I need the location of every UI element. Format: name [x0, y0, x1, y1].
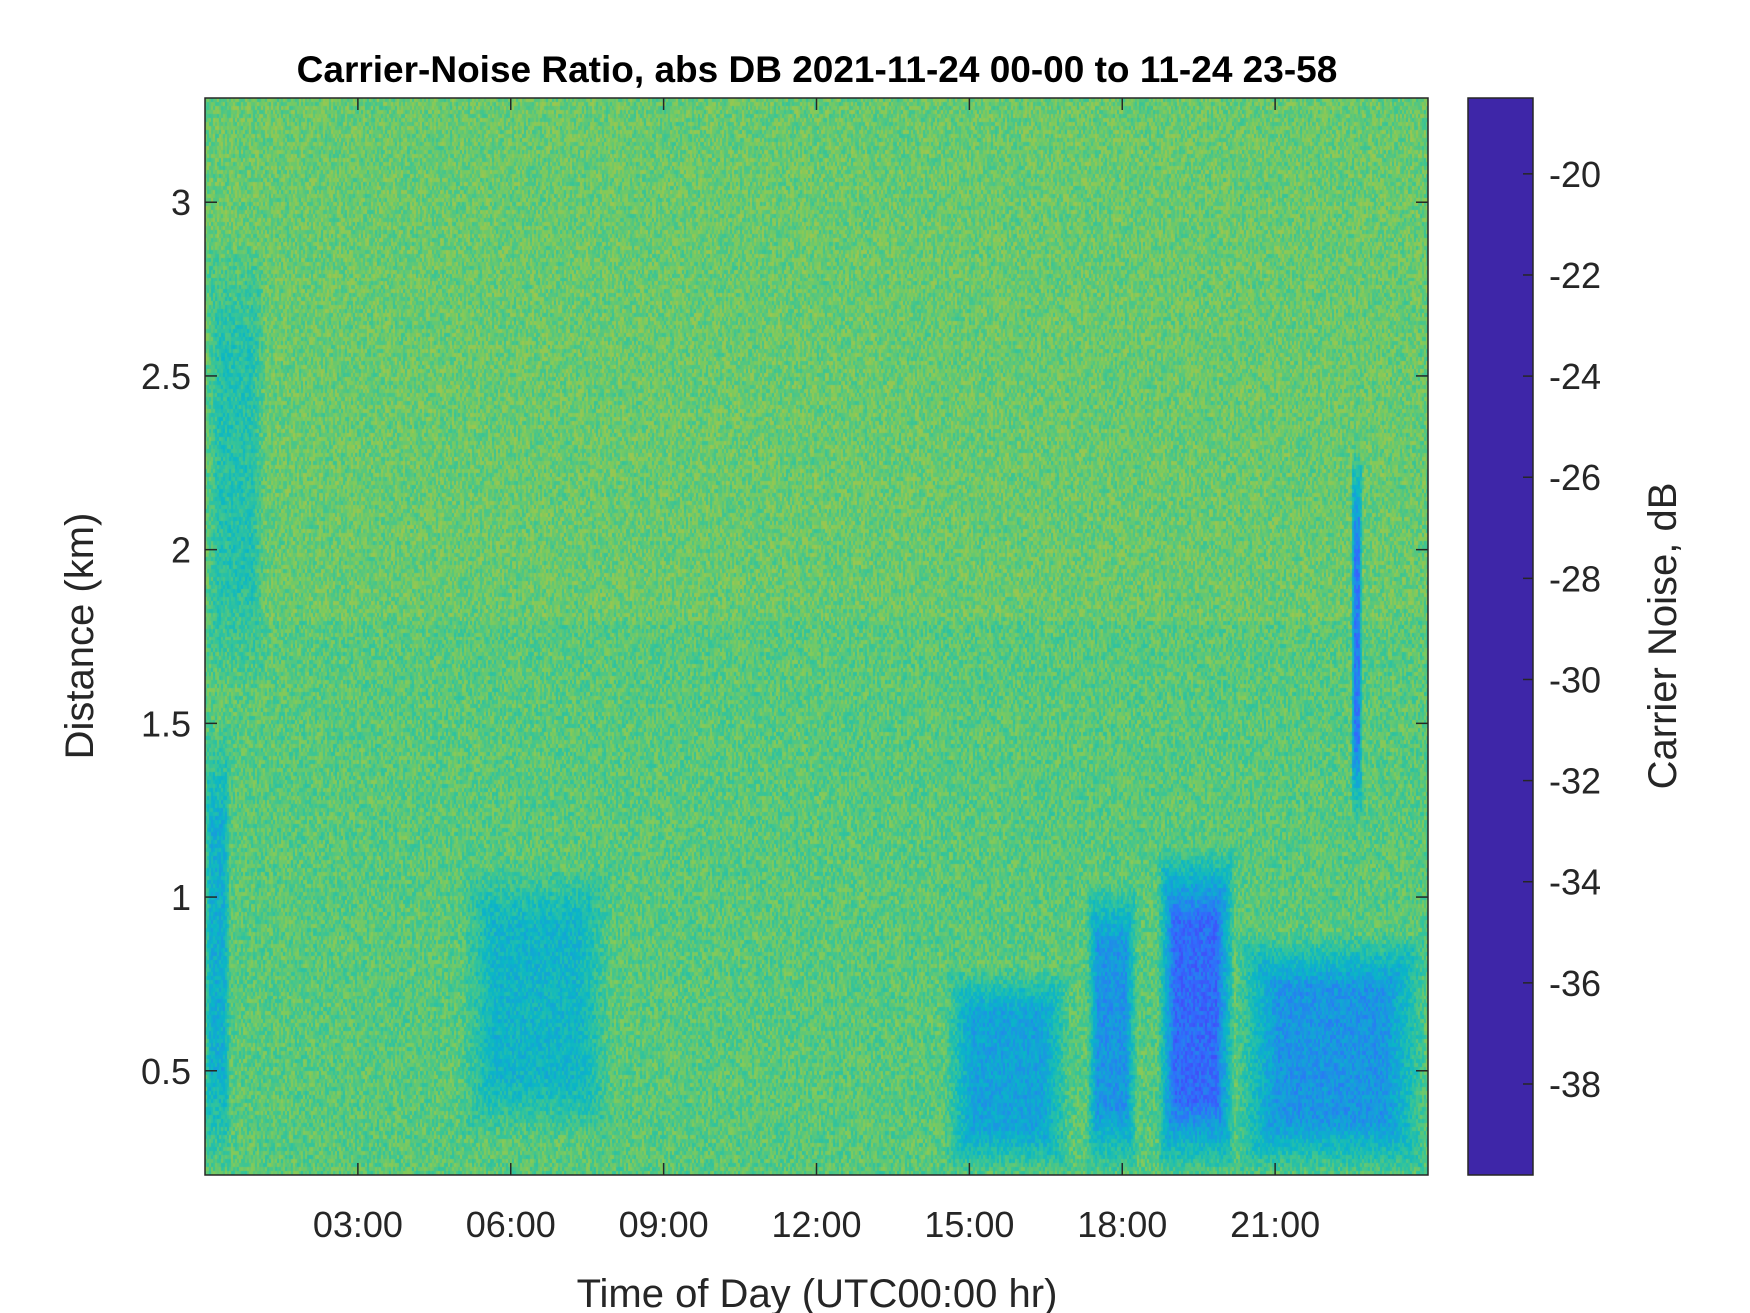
colorbar-tick-label: -20 — [1549, 154, 1601, 195]
colorbar-tick-label: -32 — [1549, 761, 1601, 802]
heatmap-image — [205, 98, 1428, 1175]
x-tick-label: 12:00 — [771, 1204, 861, 1245]
x-tick-label: 06:00 — [466, 1204, 556, 1245]
colorbar-tick-label: -26 — [1549, 457, 1601, 498]
x-tick-label: 09:00 — [619, 1204, 709, 1245]
colorbar: -20 -22 -24 -26 -28 -30 -32 -34 -36 -38 Carrier N… — [1467, 97, 1685, 1176]
y-axis-label: Distance (km) — [58, 513, 102, 760]
colorbar-label: Carrier Noise, dB — [1641, 483, 1685, 790]
y-tick-label: 0.5 — [141, 1051, 191, 1092]
y-axis: 0.5 1 1.5 2 2.5 3 — [141, 182, 1428, 1092]
x-tick-label: 18:00 — [1077, 1204, 1167, 1245]
colorbar-tick-label: -36 — [1549, 963, 1601, 1004]
x-axis: 03:00 06:00 09:00 12:00 15:00 18:00 21:00 — [313, 98, 1320, 1245]
y-tick-label: 3 — [171, 182, 191, 223]
x-tick-label: 21:00 — [1230, 1204, 1320, 1245]
x-tick-label: 15:00 — [924, 1204, 1014, 1245]
colorbar-tick-label: -38 — [1549, 1064, 1601, 1105]
colorbar-ticks: -20 -22 -24 -26 -28 -30 -32 -34 -36 -38 — [1523, 154, 1601, 1105]
y-tick-label: 2.5 — [141, 356, 191, 397]
colorbar-tick-label: -24 — [1549, 356, 1601, 397]
y-tick-label: 1 — [171, 877, 191, 918]
x-tick-label: 03:00 — [313, 1204, 403, 1245]
x-axis-label: Time of Day (UTC00:00 hr) — [577, 1272, 1058, 1313]
colorbar-gradient — [1467, 97, 1534, 1176]
colorbar-tick-label: -22 — [1549, 255, 1601, 296]
colorbar-tick-label: -34 — [1549, 862, 1601, 903]
y-tick-label: 1.5 — [141, 703, 191, 744]
plot-area — [204, 97, 1429, 1176]
colorbar-tick-label: -30 — [1549, 659, 1601, 700]
chart-title: Carrier-Noise Ratio, abs DB 2021-11-24 0… — [297, 49, 1338, 90]
y-tick-label: 2 — [171, 530, 191, 571]
colorbar-tick-label: -28 — [1549, 558, 1601, 599]
